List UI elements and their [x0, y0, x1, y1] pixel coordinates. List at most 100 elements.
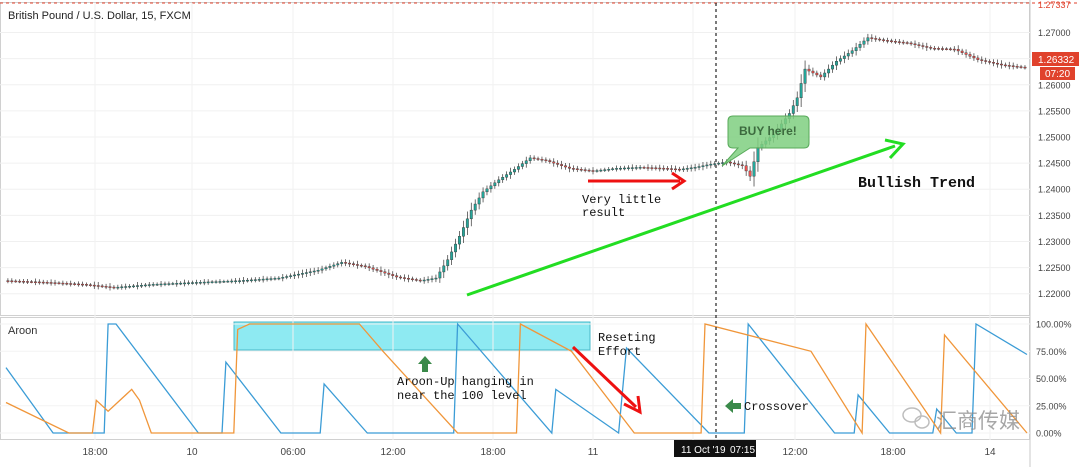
- candle-body: [359, 264, 363, 267]
- candle-body: [646, 167, 650, 169]
- candle-body: [65, 283, 69, 285]
- candle-body: [438, 271, 442, 279]
- candle-body: [218, 281, 222, 283]
- reseting-effort-arrowhead: [623, 395, 642, 415]
- candle-body: [371, 267, 375, 270]
- candle-body: [972, 55, 976, 59]
- candle-body: [1003, 64, 1007, 67]
- candle-body: [316, 270, 320, 272]
- candle-body: [968, 54, 972, 57]
- candle-body: [183, 282, 187, 285]
- candle-body: [100, 285, 104, 288]
- candle-body: [878, 38, 882, 41]
- candle-body: [988, 61, 992, 63]
- candle-body: [729, 161, 732, 164]
- candle-body: [941, 48, 944, 50]
- candle-body: [552, 161, 556, 164]
- candle-body: [375, 268, 379, 271]
- candle-body: [410, 278, 414, 281]
- candle-body: [870, 37, 874, 39]
- candle-body: [403, 277, 406, 279]
- crossover-arrow-icon: [725, 399, 741, 413]
- candle-body: [73, 283, 77, 285]
- candle-body: [179, 282, 183, 285]
- candle-body: [736, 163, 740, 166]
- candle-body: [293, 274, 296, 277]
- candle-body: [886, 40, 889, 42]
- candle-body: [595, 170, 599, 172]
- candle-body: [992, 62, 995, 64]
- candle-body: [434, 277, 438, 280]
- candle-body: [383, 271, 387, 274]
- candle-body: [116, 286, 120, 289]
- very-little-line2: result: [582, 206, 625, 220]
- candle-body: [689, 167, 693, 170]
- aroon-up-arrow-icon: [418, 356, 432, 372]
- candle-body: [937, 48, 940, 50]
- candle-body: [803, 68, 807, 84]
- candle-body: [603, 169, 607, 171]
- price-tick-label: 1.22500: [1038, 263, 1071, 273]
- candle-body: [921, 45, 925, 47]
- candle-body: [874, 38, 878, 40]
- candle-body: [846, 53, 850, 57]
- candle-body: [1011, 65, 1015, 67]
- candle-body: [520, 163, 524, 167]
- reseting-line1: Reseting: [598, 331, 656, 345]
- candle-body: [685, 168, 689, 170]
- candle-body: [446, 259, 450, 267]
- candle-body: [88, 284, 92, 286]
- x-tick-label: 12:00: [782, 447, 807, 458]
- candle-body: [791, 105, 795, 114]
- candle-body: [524, 160, 528, 164]
- candle-body: [194, 282, 198, 284]
- candle-body: [332, 264, 336, 267]
- candle-body: [607, 169, 611, 171]
- candle-body: [564, 165, 567, 168]
- candle-body: [155, 283, 159, 286]
- candle-body: [925, 46, 929, 48]
- candle-body: [866, 37, 870, 42]
- candle-body: [6, 280, 10, 282]
- candle-body: [234, 280, 238, 283]
- candle-body: [230, 280, 234, 283]
- candle-body: [336, 263, 340, 266]
- crossover-label: Crossover: [744, 400, 809, 414]
- candle-body: [202, 281, 206, 284]
- candle-body: [626, 167, 630, 170]
- candle-body: [748, 170, 752, 177]
- candle-body: [827, 68, 831, 74]
- candle-body: [344, 262, 348, 264]
- candle-body: [450, 251, 454, 260]
- price-tick-label: 1.25000: [1038, 132, 1071, 142]
- candle-body: [269, 278, 273, 280]
- aroon-up-line2: near the 100 level: [397, 389, 527, 403]
- candle-body: [897, 41, 901, 43]
- x-tick-label: 18:00: [880, 447, 905, 458]
- candle-body: [96, 285, 100, 287]
- candle-body: [92, 284, 96, 287]
- candle-body: [568, 166, 571, 169]
- bullish-trend-arrow: [466, 144, 896, 297]
- candle-body: [312, 270, 316, 273]
- candle-body: [862, 40, 866, 45]
- candle-body: [139, 285, 143, 287]
- crosshair-date-label: 11 Oct '19: [681, 445, 726, 456]
- candle-body: [41, 281, 45, 284]
- candle-body: [477, 197, 481, 205]
- candle-body: [701, 165, 705, 167]
- candle-body: [320, 268, 324, 271]
- x-tick-label: 06:00: [280, 447, 305, 458]
- candle-body: [854, 47, 858, 51]
- candle-body: [61, 282, 65, 285]
- candle-body: [721, 162, 725, 164]
- last-price-badge: [1032, 52, 1079, 66]
- candle-body: [642, 167, 646, 169]
- countdown-badge: [1040, 67, 1075, 80]
- candle-body: [540, 158, 544, 161]
- candle-body: [536, 158, 540, 160]
- aroon-up-line: [5, 322, 1028, 436]
- candle-body: [171, 283, 175, 285]
- candle-body: [945, 48, 948, 50]
- candle-body: [399, 276, 403, 279]
